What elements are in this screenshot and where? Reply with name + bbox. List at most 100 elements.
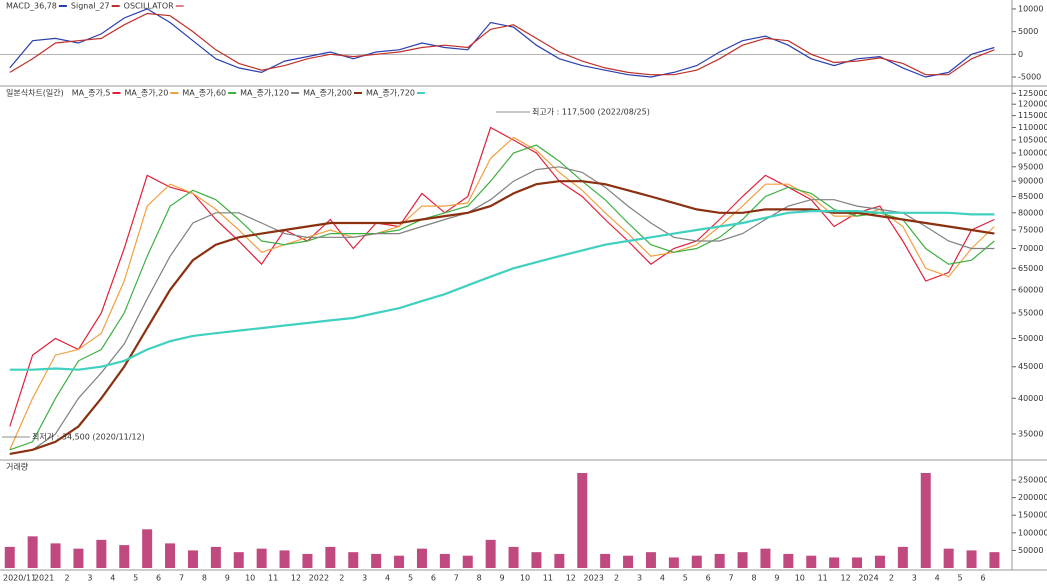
volume-bar	[600, 553, 611, 568]
x-tick-label: 7	[729, 574, 734, 583]
y-tick-label: 35000	[1018, 430, 1043, 439]
x-tick-label: 12	[566, 574, 576, 583]
x-tick-label: 3	[912, 574, 917, 583]
volume-bar	[416, 548, 427, 568]
x-tick-label: 8	[477, 574, 482, 583]
y-tick-label: 55000	[1018, 309, 1043, 318]
volume-bar	[531, 552, 542, 568]
x-tick-label: 2	[64, 574, 69, 583]
x-tick-label: 2023	[584, 574, 604, 583]
volume-bar	[806, 555, 817, 568]
x-tick-label: 8	[751, 574, 756, 583]
volume-bar	[897, 546, 908, 568]
x-tick-label: 9	[500, 574, 505, 583]
volume-bar	[691, 555, 702, 568]
volume-bar	[50, 543, 61, 568]
volume-bar	[233, 552, 244, 568]
y-tick-label: 60000	[1018, 285, 1043, 294]
series-line	[9, 12, 995, 76]
series-line	[9, 210, 995, 371]
volume-bar	[989, 552, 1000, 568]
x-tick-label: 11	[543, 574, 553, 583]
volume-bar	[279, 550, 290, 568]
x-tick-label: 6	[706, 574, 711, 583]
high-annotation: 최고가 : 117,500 (2022/08/25)	[532, 107, 650, 117]
volume-bar	[371, 553, 382, 568]
volume-bar	[256, 548, 267, 568]
volume-bar	[394, 555, 405, 568]
y-tick-label: 75000	[1018, 226, 1043, 235]
y-tick-label: 100000	[1018, 528, 1047, 537]
x-tick-label: 6	[980, 574, 985, 583]
y-tick-label: 120000	[1018, 100, 1047, 109]
volume-bar	[210, 546, 221, 568]
legend-label: Signal_27	[71, 2, 110, 11]
volume-bar	[325, 546, 336, 568]
x-tick-label: 4	[660, 574, 665, 583]
volume-bar	[714, 553, 725, 568]
y-tick-label: 85000	[1018, 192, 1043, 201]
volume-bar	[943, 548, 954, 568]
volume-bar	[966, 550, 977, 568]
y-tick-label: 90000	[1018, 177, 1043, 186]
low-annotation: 최저가 : 34,500 (2020/11/12)	[32, 432, 145, 442]
y-tick-label: 50000	[1018, 546, 1043, 555]
x-tick-label: 10	[520, 574, 530, 583]
volume-bar	[4, 546, 15, 568]
legend-label: MA_종가,120	[240, 89, 289, 98]
x-tick-label: 7	[179, 574, 184, 583]
y-tick-label: 95000	[1018, 162, 1043, 171]
y-tick-label: 110000	[1018, 123, 1047, 132]
series-line	[9, 8, 995, 78]
volume-bar	[348, 552, 359, 568]
x-tick-label: 5	[133, 574, 138, 583]
x-tick-label: 5	[683, 574, 688, 583]
y-tick-label: 65000	[1018, 264, 1043, 273]
y-tick-label: 45000	[1018, 362, 1043, 371]
legend-label: MACD_36,78	[6, 2, 57, 11]
x-tick-label: 3	[362, 574, 367, 583]
series-line	[9, 144, 995, 451]
y-tick-label: 80000	[1018, 208, 1043, 217]
y-tick-label: 0	[1018, 50, 1023, 59]
x-tick-label: 9	[774, 574, 779, 583]
volume-bar	[73, 548, 84, 568]
volume-bar	[508, 546, 519, 568]
y-tick-label: 5000	[1018, 27, 1038, 36]
volume-bar	[852, 557, 863, 568]
x-tick-label: 2	[339, 574, 344, 583]
x-tick-label: 8	[202, 574, 207, 583]
volume-bar	[439, 553, 450, 568]
volume-bar	[760, 548, 771, 568]
series-line	[9, 180, 995, 455]
legend-label: MA_종가,720	[366, 89, 415, 98]
y-tick-label: -5000	[1018, 72, 1041, 81]
y-tick-label: 200000	[1018, 493, 1047, 502]
x-tick-label: 3	[87, 574, 92, 583]
legend-label: OSCILLATOR	[124, 2, 174, 11]
y-tick-label: 115000	[1018, 111, 1047, 120]
legend-label: MA_종가,5	[72, 89, 111, 98]
x-tick-label: 11	[268, 574, 278, 583]
x-tick-label: 3	[637, 574, 642, 583]
x-tick-label: 11	[818, 574, 828, 583]
series-line	[9, 126, 995, 427]
x-tick-label: 2022	[309, 574, 329, 583]
y-tick-label: 70000	[1018, 244, 1043, 253]
volume-bar	[874, 555, 885, 568]
legend-label: MA_종가,20	[125, 89, 169, 98]
x-tick-label: 5	[958, 574, 963, 583]
x-tick-label: 10	[795, 574, 805, 583]
volume-bar	[920, 473, 931, 568]
panel-title: 일본식차트(일간)	[6, 88, 64, 98]
y-tick-label: 250000	[1018, 476, 1047, 485]
volume-bar	[554, 553, 565, 568]
x-tick-label: 9	[225, 574, 230, 583]
volume-bar	[645, 552, 656, 568]
x-tick-label: 4	[385, 574, 390, 583]
y-tick-label: 100000	[1018, 149, 1047, 158]
volume-bar	[783, 553, 794, 568]
volume-bar	[27, 536, 38, 568]
panel-title: 거래량	[6, 462, 29, 472]
